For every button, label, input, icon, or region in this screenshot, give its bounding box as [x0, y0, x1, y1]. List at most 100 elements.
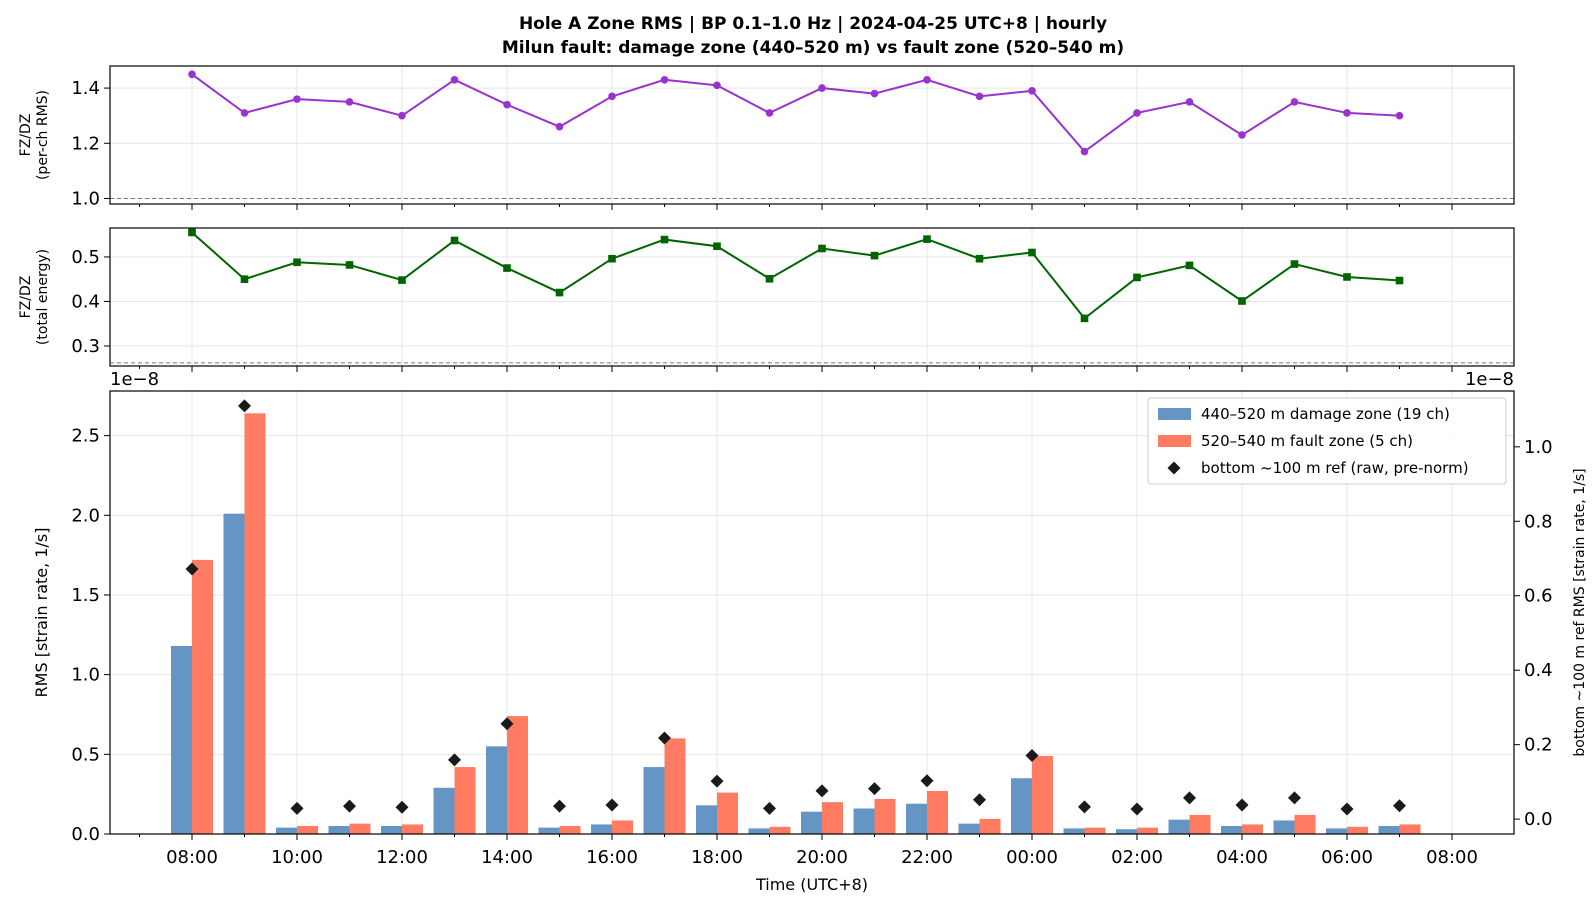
reference-marker: [605, 798, 619, 812]
bar-panel-right-ytick-label: 0.0: [1524, 809, 1553, 830]
bar-fault-zone: [822, 802, 843, 834]
energy-ratio-point: [608, 254, 616, 263]
energy-ratio-point: [713, 242, 721, 251]
energy-ratio-point: [345, 261, 354, 269]
rms-ratio-point: [1343, 109, 1351, 117]
reference-marker: [1025, 748, 1039, 762]
legend-label: 440–520 m damage zone (19 ch): [1201, 405, 1450, 423]
energy-ratio-point: [240, 275, 249, 283]
rms-ratio-point: [1028, 87, 1036, 95]
offset-text-right: 1e−8: [1465, 369, 1514, 390]
rms-ratio-point: [870, 89, 879, 98]
reference-marker: [1183, 791, 1196, 805]
bar-damage-zone: [1063, 828, 1085, 834]
bar-damage-zone: [696, 805, 717, 834]
bar-damage-zone: [538, 827, 560, 834]
bar-fault-zone: [717, 792, 738, 834]
bar-fault-zone: [612, 820, 633, 834]
reference-marker: [920, 774, 934, 788]
bar-panel-right-ytick-label: 0.8: [1524, 511, 1553, 532]
energy-ratio-series-line: [191, 231, 1400, 320]
reference-marker: [1288, 791, 1301, 805]
xtick-label: 20:00: [796, 847, 848, 868]
chart-subtitle: Milun fault: damage zone (440–520 m) vs …: [502, 38, 1124, 58]
bar-damage-zone: [906, 803, 927, 834]
energy-ratio-ylabel-sub: (total energy): [35, 249, 51, 345]
rms-ratio-series-line: [191, 73, 1400, 153]
energy-ratio-point: [1290, 260, 1299, 268]
energy-ratio-point: [1185, 261, 1194, 270]
bar-fault-zone: [1242, 824, 1263, 834]
energy-ratio-point: [450, 236, 459, 245]
reference-marker: [185, 562, 199, 576]
bar-fault-zone: [1084, 827, 1106, 834]
reference-marker: [448, 753, 461, 767]
bar-fault-zone: [297, 826, 318, 834]
energy-ratio-point: [1028, 248, 1036, 257]
panel-rms-bars: 0.0 0.5 1.0 1.5 2.0 2.5 0.0 0.2 0.4 0.6 0.8 1.0 08:0…: [32, 369, 1588, 894]
bar-fault-zone: [1032, 755, 1053, 834]
xtick-label: 16:00: [586, 847, 638, 868]
energy-ratio-ytick-label: 0.5: [71, 247, 100, 268]
bar-damage-zone: [1221, 826, 1242, 834]
bar-panel-ytick-label: 2.0: [71, 505, 100, 526]
reference-marker: [1078, 800, 1091, 814]
rms-ratio-frame: [109, 65, 1515, 205]
xtick-label: 00:00: [1006, 847, 1058, 868]
energy-ratio-point: [818, 244, 826, 253]
reference-marker: [1393, 799, 1406, 813]
bar-damage-zone: [223, 513, 245, 834]
x-axis-label: Time (UTC+8): [755, 875, 868, 894]
energy-ratio-point: [1080, 314, 1089, 323]
bar-fault-zone: [244, 413, 266, 834]
bar-fault-zone: [507, 716, 528, 834]
rms-ratio-point: [450, 76, 459, 84]
bar-damage-zone: [1116, 829, 1137, 834]
reference-marker: [1235, 798, 1249, 812]
bar-fault-zone: [927, 790, 948, 834]
reference-marker: [500, 717, 514, 731]
bar-damage-zone: [591, 824, 612, 834]
bar-damage-zone: [1011, 778, 1032, 834]
bar-panel-ytick-label: 1.5: [71, 585, 100, 606]
chart-title: Hole A Zone RMS | BP 0.1–1.0 Hz | 2024-0…: [519, 14, 1107, 34]
bar-panel-right-ytick-label: 0.2: [1524, 735, 1553, 756]
rms-ratio-point: [293, 95, 301, 103]
rms-ratio-point: [555, 122, 564, 131]
xtick-label: 08:00: [1426, 847, 1478, 868]
xtick-label: 04:00: [1216, 847, 1268, 868]
rms-ratio-point: [713, 81, 721, 90]
xtick-label: 10:00: [271, 847, 323, 868]
bar-panel-right-ytick-label: 0.6: [1524, 586, 1553, 607]
y-axis-label-right: bottom ~100 m ref RMS [strain rate, 1/s]: [1572, 468, 1588, 756]
reference-marker: [1130, 802, 1144, 816]
bar-damage-zone: [1326, 828, 1347, 834]
reference-marker: [238, 399, 251, 413]
reference-marker: [763, 801, 776, 815]
bar-damage-zone: [1273, 820, 1295, 834]
legend-swatch: [1158, 435, 1191, 447]
energy-ratio-ytick-label: 0.4: [71, 291, 100, 312]
offset-text-left: 1e−8: [110, 369, 159, 390]
bar-fault-zone: [1399, 824, 1421, 834]
rms-ratio-ytick-label: 1.0: [71, 188, 100, 209]
bar-fault-zone: [454, 767, 476, 834]
bar-fault-zone: [1137, 827, 1158, 834]
reference-marker: [868, 782, 881, 796]
y-axis-label: RMS [strain rate, 1/s]: [32, 528, 51, 698]
bar-fault-zone: [874, 798, 896, 834]
legend-label: 520–540 m fault zone (5 ch): [1201, 432, 1413, 450]
bar-damage-zone: [958, 823, 980, 834]
rms-ratio-point: [240, 109, 249, 117]
energy-ratio-point: [398, 276, 406, 284]
panel-ratio-energy: 0.3 0.4 0.5 FZ/DZ (total energy): [18, 227, 1515, 372]
xtick-label: 14:00: [481, 847, 533, 868]
rms-ratio-ylabel: FZ/DZ: [18, 114, 34, 157]
bar-damage-zone: [801, 811, 822, 834]
bar-damage-zone: [486, 746, 507, 834]
rms-ratio-ylabel-sub: (per-ch RMS): [35, 90, 51, 180]
energy-ratio-point: [293, 258, 301, 267]
xtick-label: 06:00: [1321, 847, 1373, 868]
legend-swatch: [1158, 408, 1191, 420]
rms-ratio-point: [1080, 147, 1089, 156]
